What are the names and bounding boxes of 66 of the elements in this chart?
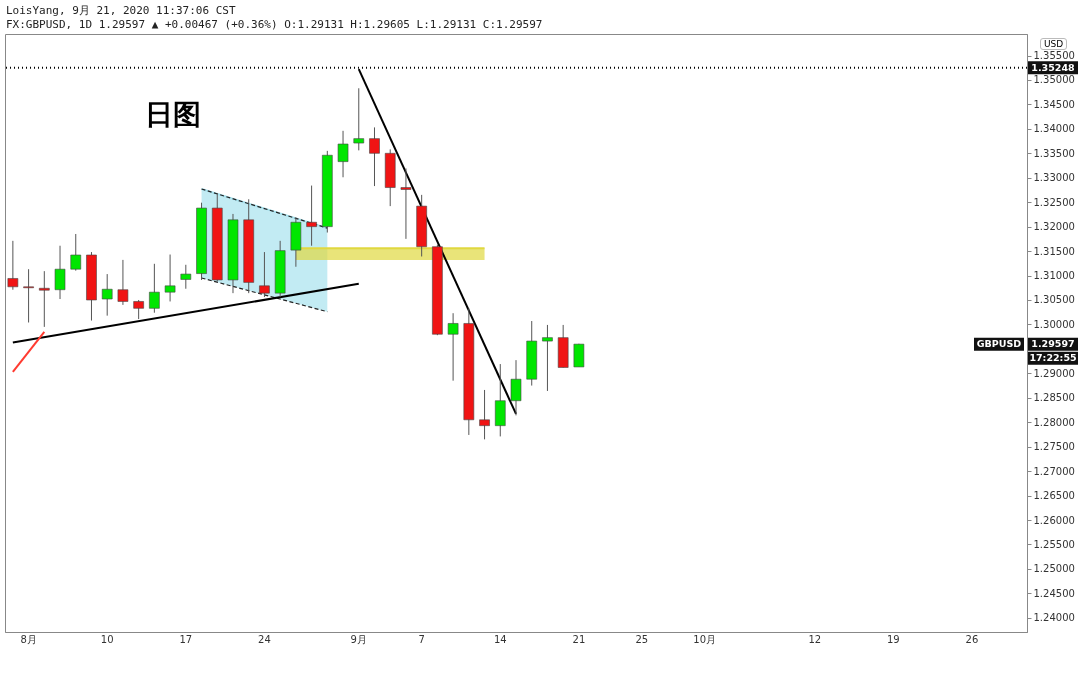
chart-subtitle: FX:GBPUSD, 1D 1.29597 ▲ +0.00467 (+0.36%) O:1.29131 H:1.29605 L:1.29131 C:1.29597: [6, 18, 543, 31]
y-tick-label: 1.30000: [1033, 318, 1075, 330]
y-tick-label: 1.32000: [1033, 221, 1075, 233]
candlestick: [259, 251, 270, 298]
candlestick: [369, 126, 380, 187]
candlestick: [306, 185, 317, 247]
y-tick-label: 1.27000: [1033, 465, 1075, 477]
candlestick: [101, 273, 113, 317]
candlestick: [447, 312, 459, 382]
x-tick-label: 7: [418, 633, 425, 645]
candlestick: [180, 264, 192, 290]
y-tick-label: 1.32500: [1033, 196, 1075, 208]
x-tick-label: 25: [635, 633, 649, 645]
y-tick-label: 1.34500: [1033, 98, 1075, 110]
y-tick-label: 1.25500: [1033, 538, 1075, 550]
candlestick: [23, 268, 34, 323]
y-tick-label: 1.31500: [1033, 245, 1075, 257]
ref-line-label: 1.35248: [1031, 61, 1076, 73]
candlestick: [70, 233, 82, 272]
x-tick-label: 9月: [350, 633, 367, 645]
y-tick-label: 1.24000: [1033, 612, 1075, 624]
x-tick-label: 26: [965, 633, 979, 645]
candlestick: [133, 299, 144, 320]
y-tick-label: 1.34000: [1033, 123, 1075, 135]
y-tick-label: 1.27500: [1033, 441, 1075, 453]
y-tick-label: 1.26000: [1033, 514, 1075, 526]
x-tick-label: 24: [258, 633, 271, 645]
x-tick-label: 19: [886, 633, 900, 645]
y-tick-label: 1.29000: [1033, 367, 1075, 379]
candlestick: [479, 389, 490, 440]
y-tick-label: 1.30500: [1033, 294, 1075, 306]
y-tick-label: 1.31000: [1033, 270, 1075, 282]
candlestick: [39, 270, 50, 328]
x-tick-label: 10月: [693, 633, 717, 645]
y-tick-label: 1.28000: [1033, 416, 1075, 428]
text: 1.29597: [1031, 338, 1075, 350]
text: 17:22:55: [1029, 352, 1077, 364]
annotation: GBPUSD: [976, 338, 1022, 350]
y-tick-label: 1.35000: [1033, 74, 1075, 86]
y-tick-label: 1.25000: [1033, 563, 1075, 575]
x-tick-label: 10: [100, 633, 114, 645]
x-tick-label: 17: [179, 633, 193, 645]
annotation: 日图: [145, 97, 201, 133]
y-tick-label: 1.28500: [1033, 392, 1075, 404]
y-tick-label: 1.33000: [1033, 172, 1075, 184]
candlestick: [337, 130, 349, 178]
candlestick: [54, 245, 66, 300]
y-tick-label: 1.24500: [1033, 587, 1075, 599]
candlestick: [117, 259, 129, 306]
text: USD: [1040, 38, 1068, 50]
candlestick: [7, 240, 19, 291]
candlestick: [573, 343, 585, 368]
y-tick-label: 1.35500: [1033, 50, 1075, 62]
x-tick-label: 14: [493, 633, 507, 645]
x-tick-label: 12: [808, 633, 822, 645]
candlestick: [400, 167, 412, 240]
candlestick: [164, 254, 176, 302]
chart-title: LoisYang, 9月 21, 2020 11:37:06 CST: [6, 3, 236, 18]
candlestick: [542, 324, 553, 392]
candlestick: [353, 87, 365, 151]
y-tick-label: 1.33500: [1033, 147, 1075, 159]
y-tick-label: 1.26500: [1033, 490, 1075, 502]
candlestick: [510, 359, 522, 416]
x-tick-label: 21: [572, 633, 586, 645]
x-tick-label: 8月: [20, 633, 37, 645]
candlestick: [149, 263, 160, 314]
